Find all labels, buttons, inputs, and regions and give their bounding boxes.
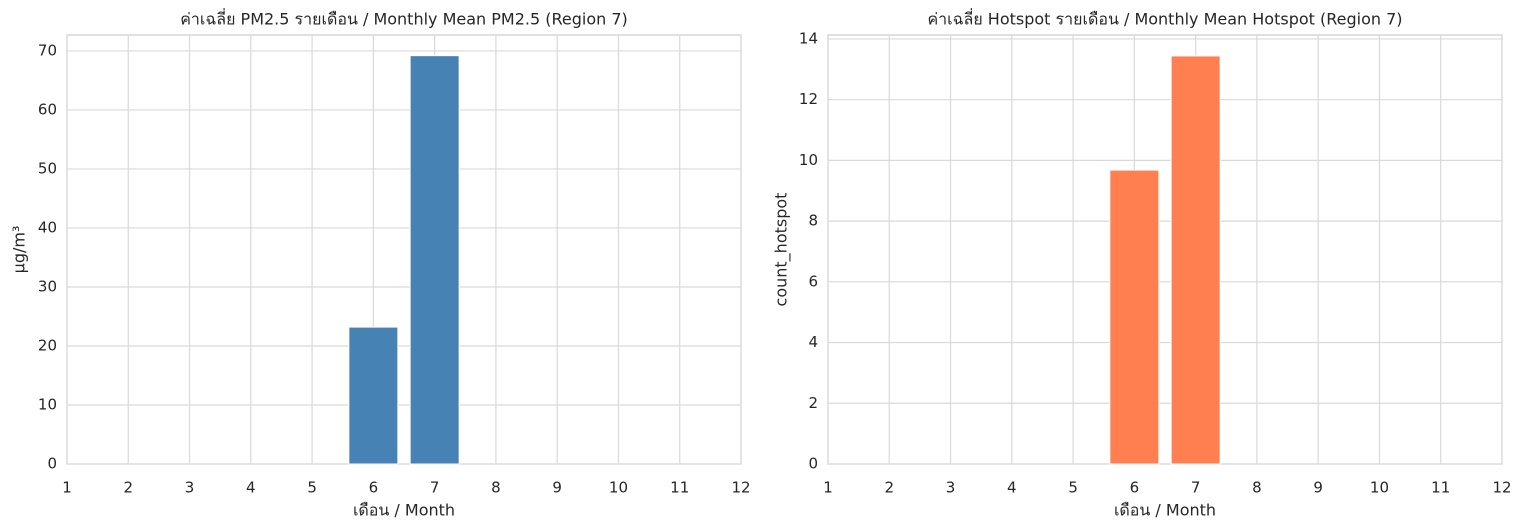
x-tick-label: 5 xyxy=(1068,479,1078,497)
bar xyxy=(409,55,460,465)
x-tick-label: 12 xyxy=(1492,479,1511,497)
y-tick-label: 20 xyxy=(38,336,57,354)
y-tick-label: 4 xyxy=(808,333,818,351)
x-tick-label: 6 xyxy=(369,479,379,497)
plot-area xyxy=(827,34,1503,465)
y-tick-label: 12 xyxy=(799,90,818,108)
x-tick-label: 5 xyxy=(307,479,317,497)
x-axis-label: เดือน / Month xyxy=(1114,501,1216,520)
chart-title: ค่าเฉลี่ย Hotspot รายเดือน / Monthly Mea… xyxy=(927,8,1402,29)
x-tick-label: 6 xyxy=(1130,479,1140,497)
y-tick-label: 70 xyxy=(38,41,57,59)
x-tick-label: 9 xyxy=(1313,479,1323,497)
x-tick-label: 12 xyxy=(731,479,750,497)
chart-title: ค่าเฉลี่ย PM2.5 รายเดือน / Monthly Mean … xyxy=(180,8,628,29)
x-tick-label: 2 xyxy=(123,479,133,497)
x-tick-label: 11 xyxy=(1431,479,1450,497)
y-tick-label: 40 xyxy=(38,218,57,236)
y-axis-label: µg/m³ xyxy=(10,226,29,274)
plot-area xyxy=(66,34,742,465)
y-tick-label: 0 xyxy=(47,455,57,473)
x-tick-label: 2 xyxy=(884,479,894,497)
x-tick-label: 3 xyxy=(185,479,195,497)
y-tick-label: 30 xyxy=(38,277,57,295)
y-tick-label: 8 xyxy=(808,212,818,230)
y-axis-label: count_hotspot xyxy=(772,193,792,307)
y-tick-label: 0 xyxy=(808,455,818,473)
bar xyxy=(1109,169,1160,465)
y-tick-label: 10 xyxy=(38,395,57,413)
x-tick-label: 8 xyxy=(491,479,501,497)
y-tick-label: 6 xyxy=(808,272,818,290)
x-tick-label: 1 xyxy=(62,479,72,497)
x-tick-label: 7 xyxy=(1191,479,1201,497)
x-tick-label: 10 xyxy=(609,479,628,497)
x-tick-label: 4 xyxy=(246,479,256,497)
x-axis-label: เดือน / Month xyxy=(353,501,455,520)
x-tick-label: 8 xyxy=(1252,479,1262,497)
y-tick-label: 14 xyxy=(799,29,818,47)
x-tick-label: 11 xyxy=(670,479,689,497)
x-tick-label: 7 xyxy=(430,479,440,497)
x-tick-label: 4 xyxy=(1007,479,1017,497)
y-tick-label: 10 xyxy=(799,151,818,169)
bar xyxy=(1170,55,1221,465)
x-tick-label: 1 xyxy=(823,479,833,497)
x-tick-label: 9 xyxy=(552,479,562,497)
y-tick-label: 2 xyxy=(808,394,818,412)
x-tick-label: 10 xyxy=(1370,479,1389,497)
bar xyxy=(348,326,399,465)
x-tick-label: 3 xyxy=(946,479,956,497)
y-tick-label: 60 xyxy=(38,100,57,118)
y-tick-label: 50 xyxy=(38,159,57,177)
